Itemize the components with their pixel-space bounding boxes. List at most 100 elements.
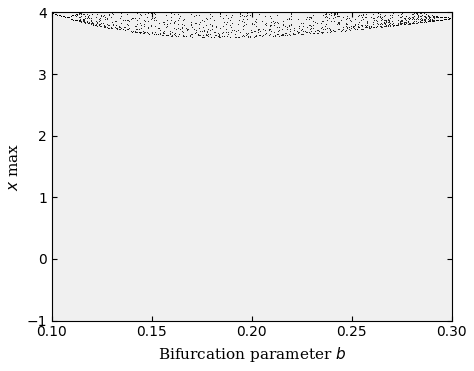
Point bbox=[137, 29, 144, 35]
X-axis label: Bifurcation parameter $b$: Bifurcation parameter $b$ bbox=[158, 345, 346, 364]
Point bbox=[118, 20, 125, 26]
Point bbox=[79, 17, 86, 23]
Point bbox=[378, 24, 386, 30]
Point bbox=[51, 11, 58, 17]
Point bbox=[83, 19, 91, 25]
Point bbox=[79, 11, 86, 17]
Point bbox=[388, 18, 395, 24]
Point bbox=[422, 14, 430, 20]
Point bbox=[70, 17, 77, 23]
Point bbox=[273, 31, 280, 37]
Point bbox=[137, 10, 144, 16]
Point bbox=[116, 24, 124, 30]
Point bbox=[170, 11, 177, 17]
Point bbox=[159, 19, 167, 24]
Point bbox=[407, 21, 414, 27]
Point bbox=[353, 26, 361, 32]
Point bbox=[170, 19, 177, 24]
Point bbox=[380, 13, 387, 19]
Point bbox=[173, 26, 180, 32]
Point bbox=[51, 11, 58, 17]
Point bbox=[100, 22, 108, 28]
Point bbox=[324, 29, 331, 35]
Point bbox=[324, 25, 331, 31]
Point bbox=[112, 25, 120, 31]
Point bbox=[365, 23, 373, 29]
Point bbox=[59, 13, 66, 19]
Point bbox=[364, 18, 371, 24]
Point bbox=[64, 14, 72, 20]
Point bbox=[337, 28, 345, 34]
Point bbox=[118, 13, 125, 19]
Point bbox=[290, 27, 298, 33]
Point bbox=[52, 11, 60, 17]
Point bbox=[226, 17, 234, 23]
Point bbox=[201, 34, 208, 40]
Point bbox=[234, 27, 242, 33]
Point bbox=[222, 12, 229, 18]
Point bbox=[217, 25, 224, 31]
Point bbox=[433, 17, 441, 23]
Point bbox=[250, 34, 257, 40]
Point bbox=[400, 20, 407, 26]
Point bbox=[333, 10, 340, 16]
Point bbox=[131, 16, 138, 22]
Point bbox=[140, 23, 148, 29]
Point bbox=[255, 32, 263, 38]
Point bbox=[280, 22, 287, 28]
Point bbox=[80, 17, 88, 23]
Point bbox=[270, 22, 278, 28]
Point bbox=[148, 29, 156, 35]
Point bbox=[427, 17, 434, 23]
Point bbox=[311, 28, 319, 34]
Point bbox=[68, 16, 76, 22]
Point bbox=[148, 15, 156, 21]
Point bbox=[197, 32, 204, 38]
Point bbox=[56, 12, 64, 18]
Point bbox=[109, 21, 117, 27]
Point bbox=[101, 16, 109, 22]
Point bbox=[139, 27, 146, 33]
Point bbox=[410, 16, 418, 22]
Point bbox=[386, 23, 394, 29]
Point bbox=[54, 12, 61, 17]
Point bbox=[405, 21, 413, 27]
Point bbox=[332, 14, 339, 20]
Point bbox=[199, 32, 207, 38]
Point bbox=[322, 13, 330, 19]
Point bbox=[103, 24, 110, 30]
Point bbox=[205, 26, 212, 32]
Point bbox=[393, 22, 401, 28]
Point bbox=[441, 16, 449, 22]
Point bbox=[417, 13, 425, 19]
Point bbox=[112, 18, 120, 24]
Point bbox=[372, 17, 379, 23]
Point bbox=[309, 22, 317, 28]
Point bbox=[427, 18, 434, 24]
Point bbox=[383, 22, 390, 27]
Point bbox=[362, 14, 370, 20]
Point bbox=[381, 21, 389, 27]
Point bbox=[334, 20, 342, 26]
Point bbox=[179, 32, 187, 38]
Point bbox=[253, 23, 260, 29]
Point bbox=[55, 12, 63, 18]
Point bbox=[230, 27, 237, 33]
Point bbox=[447, 15, 454, 21]
Point bbox=[436, 14, 444, 20]
Point bbox=[241, 33, 248, 39]
Point bbox=[362, 23, 370, 29]
Point bbox=[95, 21, 102, 27]
Point bbox=[98, 20, 105, 26]
Point bbox=[281, 23, 288, 29]
Point bbox=[366, 25, 374, 31]
Point bbox=[198, 28, 205, 34]
Point bbox=[289, 31, 296, 37]
Point bbox=[448, 15, 456, 21]
Point bbox=[416, 13, 423, 19]
Point bbox=[427, 16, 434, 22]
Point bbox=[261, 21, 268, 27]
Point bbox=[419, 19, 426, 24]
Point bbox=[336, 21, 343, 27]
Point bbox=[137, 20, 144, 26]
